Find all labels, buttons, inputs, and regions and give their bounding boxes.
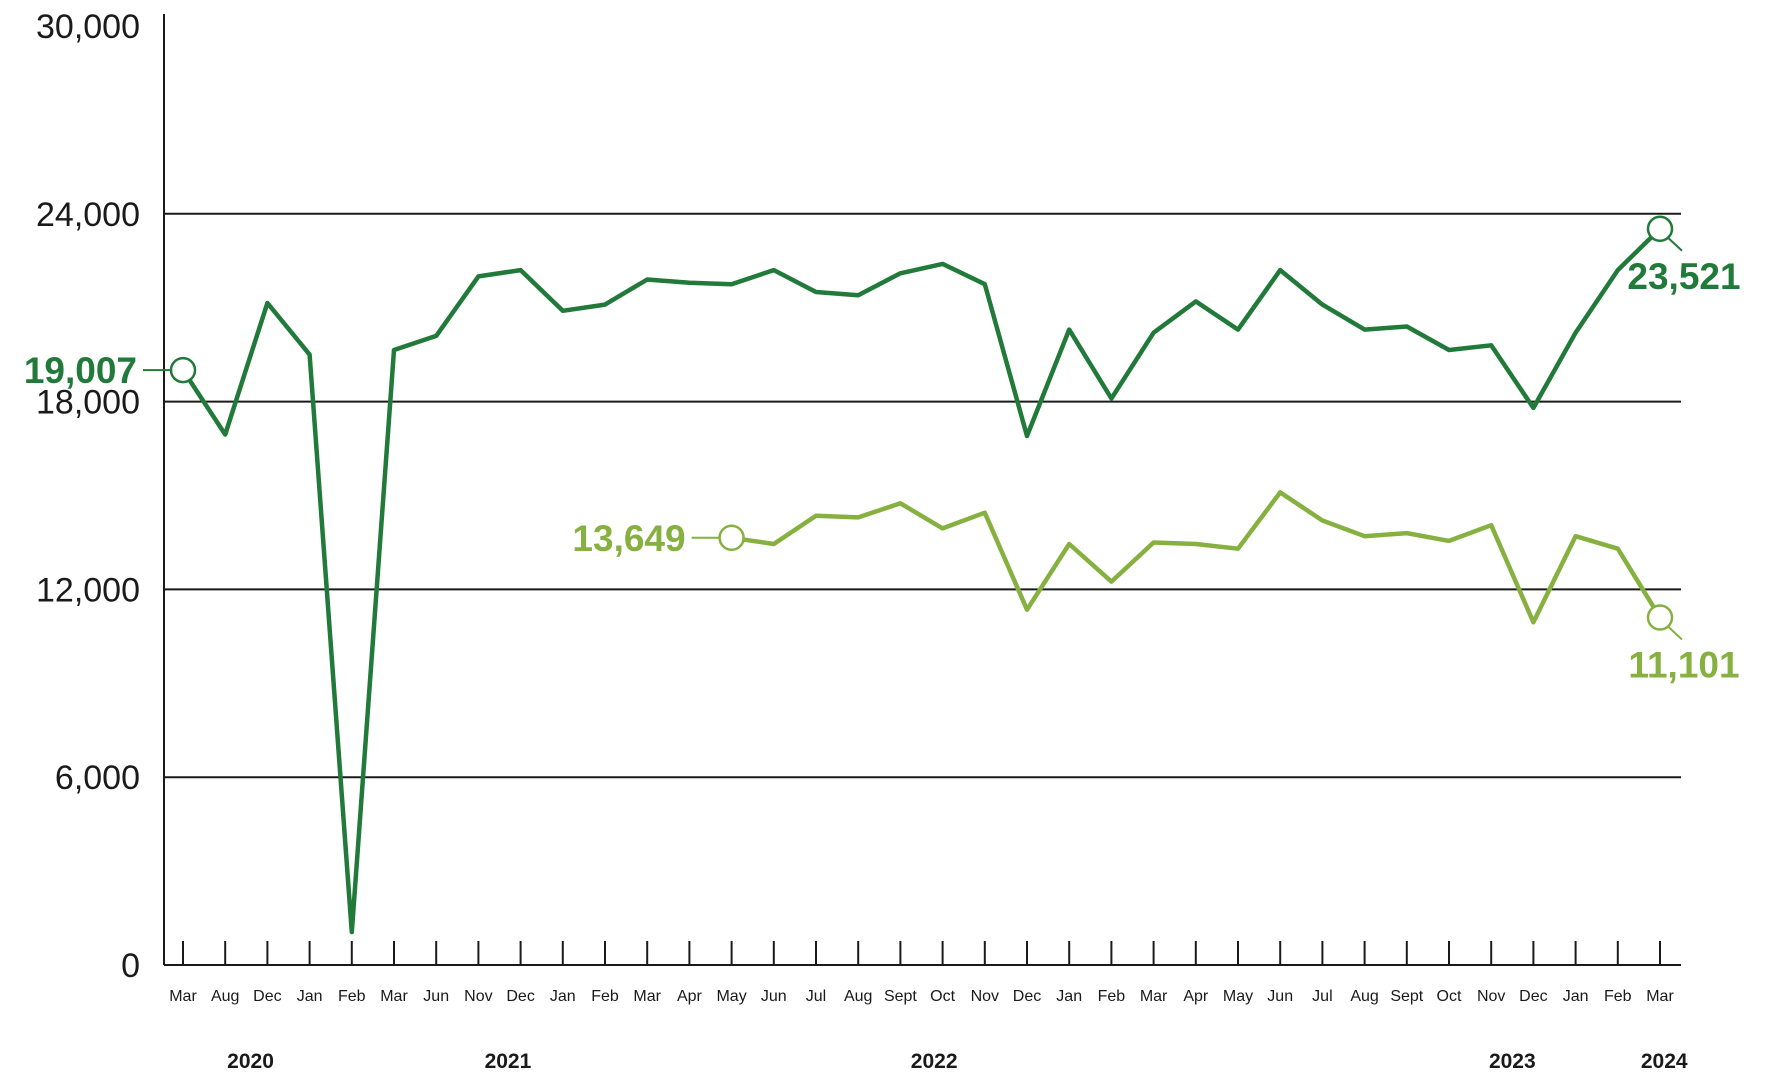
x-tick-label: Mar bbox=[1140, 988, 1168, 1005]
x-tick-label: Dec bbox=[253, 988, 281, 1005]
y-tick-label: 6,000 bbox=[55, 759, 140, 797]
x-tick-label: Nov bbox=[464, 988, 492, 1005]
end-value-label: 23,521 bbox=[1627, 256, 1740, 297]
x-tick-label: Jun bbox=[423, 988, 449, 1005]
x-tick-label: Mar bbox=[633, 988, 661, 1005]
x-tick-label: Apr bbox=[1183, 988, 1209, 1005]
start-marker bbox=[169, 356, 197, 384]
year-label: 2020 bbox=[227, 1050, 274, 1073]
x-tick-marks bbox=[182, 941, 1661, 965]
x-tick-label: Aug bbox=[1350, 988, 1378, 1005]
x-tick-label: Nov bbox=[1477, 988, 1505, 1005]
x-tick-label: Jan bbox=[297, 988, 323, 1005]
year-label: 2022 bbox=[911, 1050, 958, 1073]
end-leader-line bbox=[1667, 237, 1683, 252]
x-tick-labels: Mar Aug Dec Jan Feb Mar Jun Nov Dec Jan Feb Mar Apr M… bbox=[169, 988, 1674, 1005]
x-tick-label: Feb bbox=[338, 988, 366, 1005]
x-tick-label: Apr bbox=[677, 988, 703, 1005]
start-marker bbox=[718, 524, 745, 552]
x-tick-label: Dec bbox=[1013, 988, 1041, 1005]
end-value-label: 11,101 bbox=[1628, 645, 1739, 686]
x-tick-label: Aug bbox=[211, 988, 239, 1005]
x-tick-label: Jun bbox=[761, 988, 787, 1005]
y-tick-label: 24,000 bbox=[36, 196, 140, 234]
start-value-label: 13,649 bbox=[572, 518, 685, 559]
x-tick-label: Nov bbox=[971, 988, 999, 1005]
x-tick-label: Mar bbox=[1646, 988, 1674, 1005]
y-tick-label: 0 bbox=[121, 947, 140, 985]
x-tick-label: Mar bbox=[380, 988, 408, 1005]
end-leader-line bbox=[1667, 625, 1683, 641]
year-label: 2024 bbox=[1641, 1050, 1688, 1073]
x-tick-label: Jun bbox=[1267, 988, 1293, 1005]
x-tick-label: Dec bbox=[506, 988, 534, 1005]
x-tick-label: Jan bbox=[1056, 988, 1082, 1005]
x-tick-label: Jul bbox=[806, 988, 826, 1005]
x-tick-label: Aug bbox=[844, 988, 872, 1005]
callouts: 19,007 23,521 13,649 11,101 bbox=[24, 215, 1741, 686]
x-tick-label: Jul bbox=[1312, 988, 1332, 1005]
series-lines bbox=[180, 226, 1663, 935]
start-value-label: 19,007 bbox=[24, 350, 137, 391]
x-tick-label: Oct bbox=[930, 988, 955, 1005]
gridlines bbox=[164, 212, 1681, 779]
y-tick-label: 30,000 bbox=[36, 8, 140, 46]
x-tick-label: Dec bbox=[1519, 988, 1547, 1005]
x-tick-label: Mar bbox=[169, 988, 197, 1005]
year-label: 2021 bbox=[485, 1050, 532, 1073]
x-tick-label: Feb bbox=[1604, 988, 1632, 1005]
x-tick-label: Feb bbox=[591, 988, 619, 1005]
year-label: 2023 bbox=[1489, 1050, 1536, 1073]
end-marker bbox=[1646, 215, 1674, 243]
x-tick-label: Sept bbox=[884, 988, 917, 1005]
x-tick-label: Jan bbox=[1563, 988, 1589, 1005]
y-tick-label: 18,000 bbox=[36, 384, 140, 422]
y-tick-label: 12,000 bbox=[36, 571, 140, 609]
x-tick-label: Oct bbox=[1437, 988, 1462, 1005]
series-line-1 bbox=[180, 226, 1663, 935]
x-tick-label: Sept bbox=[1390, 988, 1423, 1005]
x-tick-label: Feb bbox=[1098, 988, 1126, 1005]
year-labels: 2020 2021 2022 2023 2024 bbox=[227, 1050, 1688, 1073]
x-tick-label: May bbox=[1223, 988, 1253, 1005]
y-tick-labels: 30,000 24,000 18,000 12,000 6,000 0 bbox=[36, 8, 140, 985]
end-marker bbox=[1646, 604, 1674, 631]
x-tick-label: May bbox=[716, 988, 746, 1005]
series-line-2 bbox=[729, 490, 1663, 625]
x-tick-label: Jan bbox=[550, 988, 576, 1005]
